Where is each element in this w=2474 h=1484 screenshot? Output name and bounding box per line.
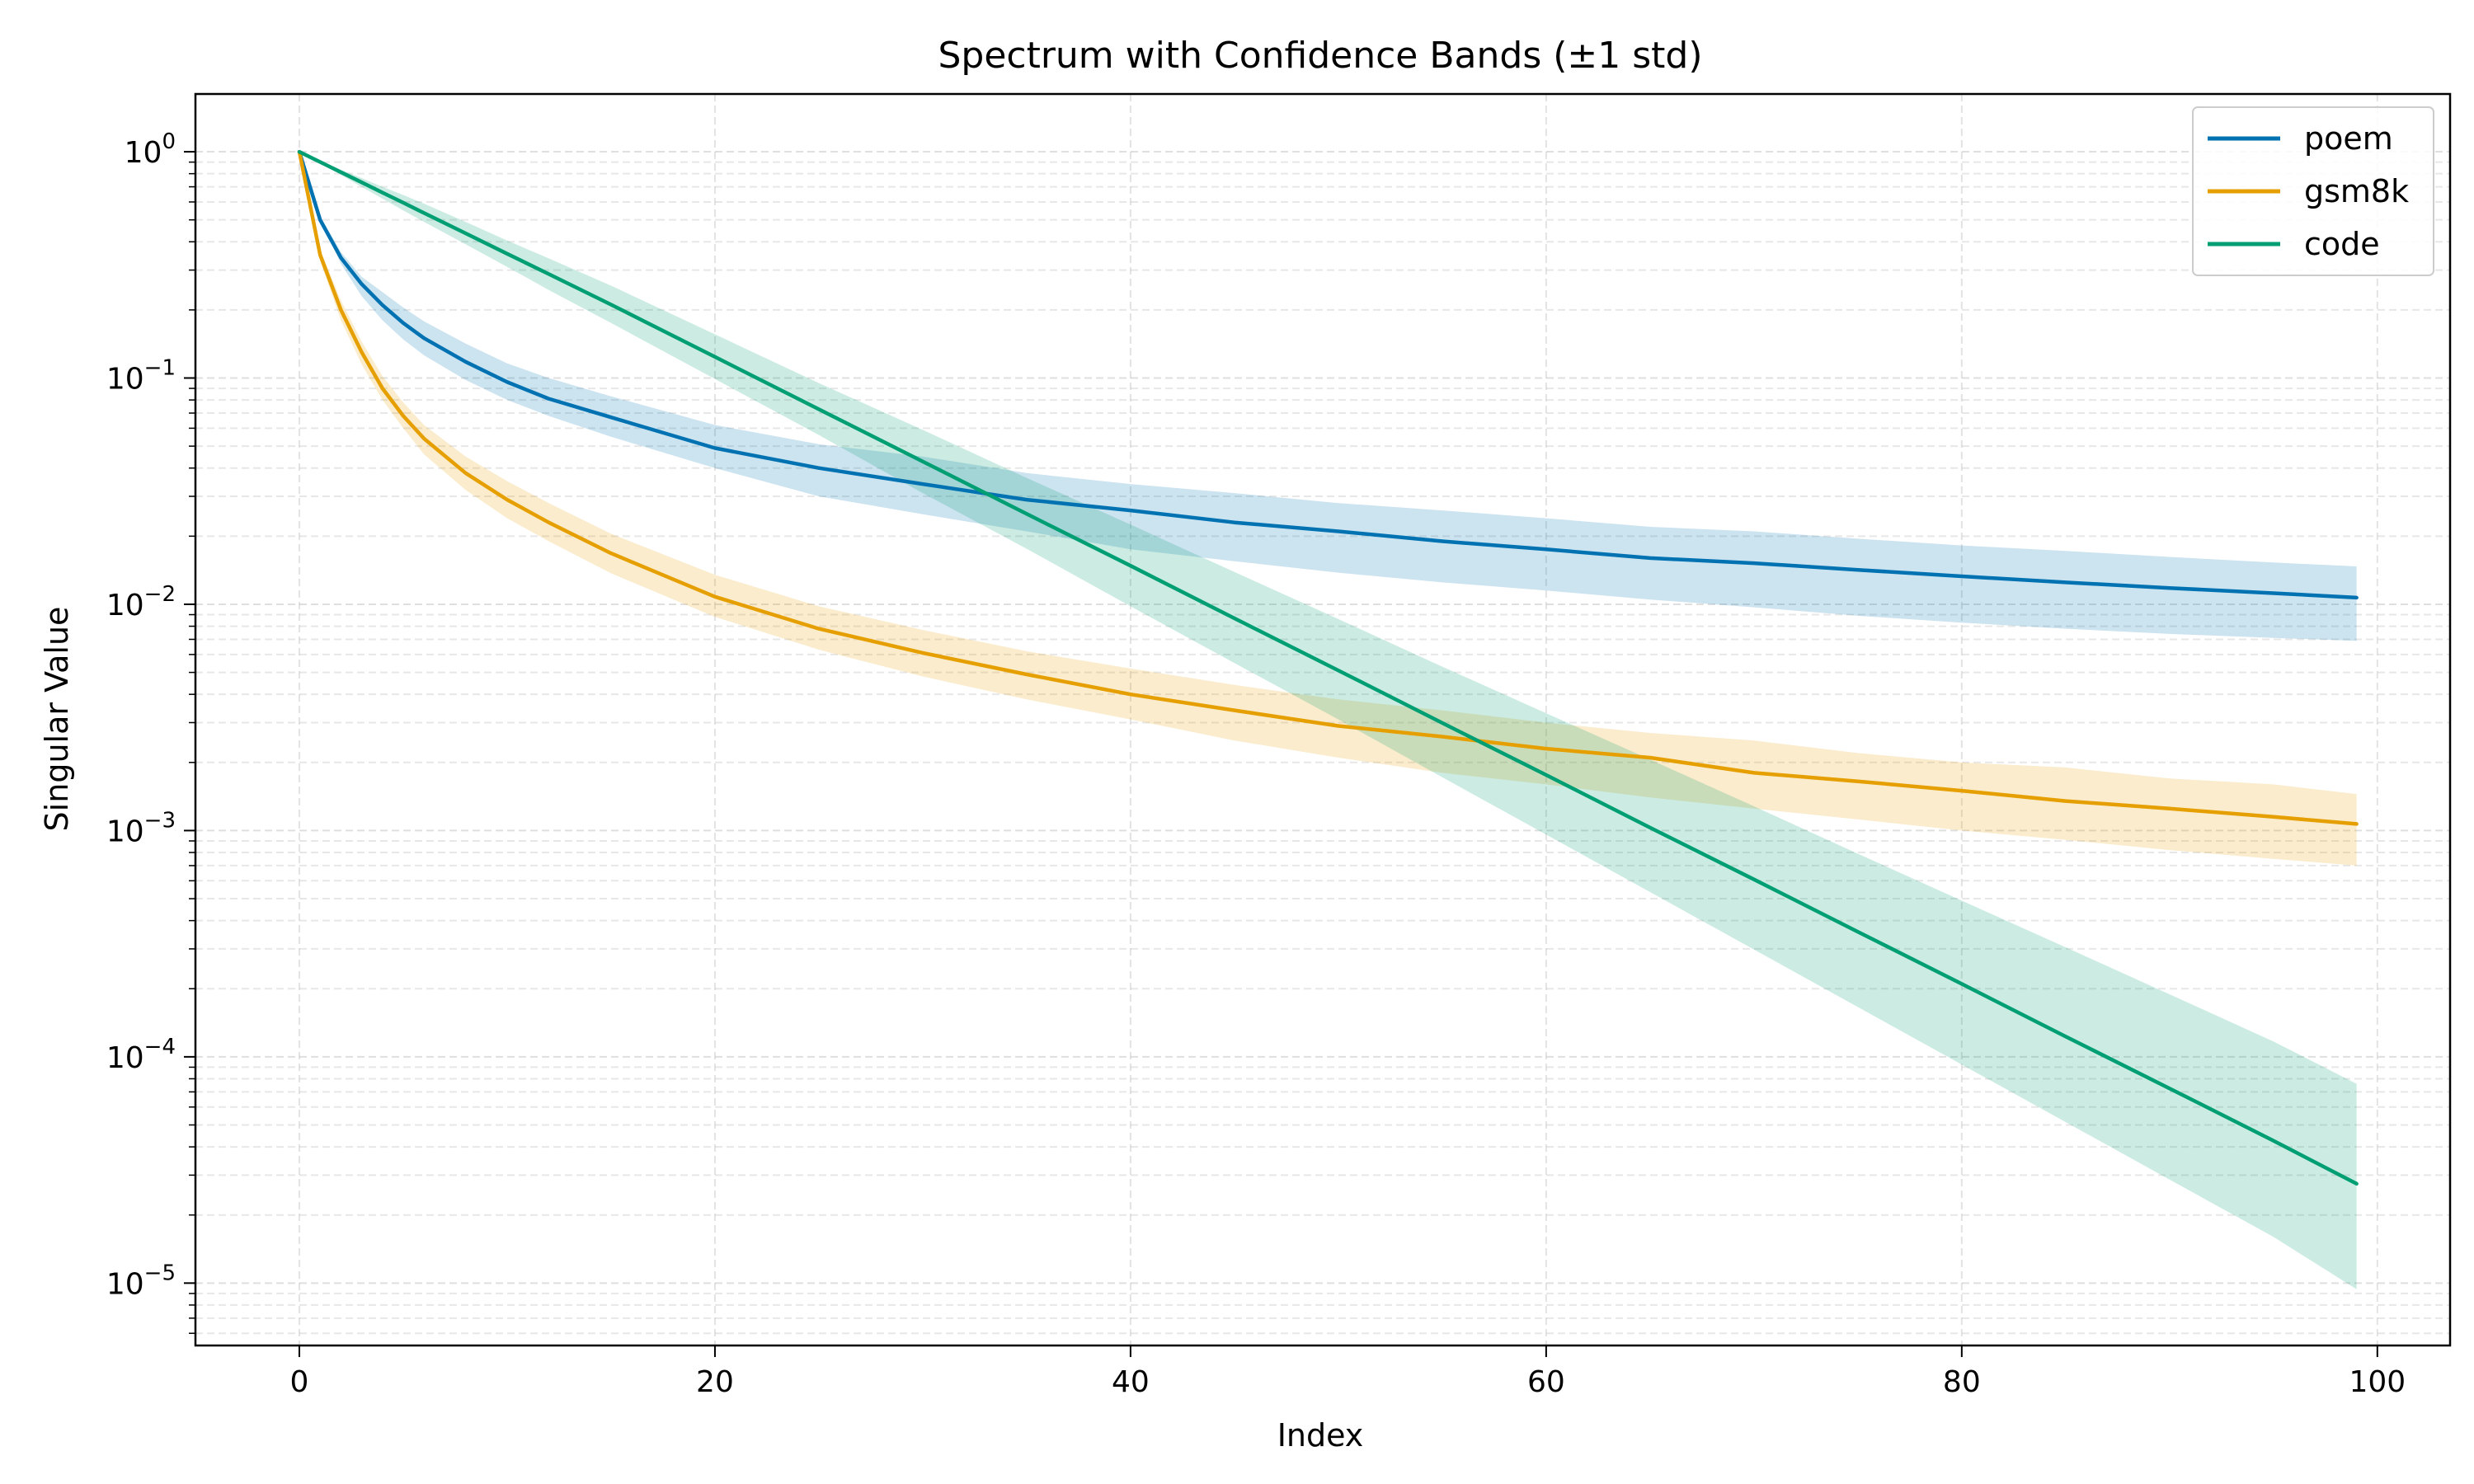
code-series-line	[297, 149, 2359, 1186]
y-tick-label: 10−4	[106, 1035, 176, 1075]
x-tick-label: 100	[2349, 1365, 2406, 1399]
legend-code-label: code	[2304, 226, 2380, 262]
y-tick-label: 10−1	[106, 356, 176, 397]
x-tick-label: 60	[1527, 1365, 1565, 1399]
x-tick-label: 0	[290, 1365, 309, 1399]
y-axis-label: Singular Value	[39, 607, 75, 832]
y-tick-label: 10−3	[106, 808, 176, 848]
series-lines	[297, 149, 2359, 1186]
gsm8k-series-line	[297, 149, 2359, 826]
x-tick-label: 80	[1943, 1365, 1981, 1399]
y-tick-label: 100	[125, 129, 176, 170]
y-tick-label: 10−2	[106, 582, 176, 622]
poem-confidence-band	[299, 152, 2357, 641]
plot-frame	[194, 92, 2452, 1347]
chart-title: Spectrum with Confidence Bands (±1 std)	[938, 35, 1702, 77]
code-confidence-band	[299, 152, 2357, 1289]
poem-series-line	[297, 149, 2359, 600]
grid	[195, 94, 2450, 1345]
legend-gsm8k-label: gsm8k	[2304, 173, 2409, 209]
x-tick-label: 20	[696, 1365, 734, 1399]
x-axis-label: Index	[1277, 1417, 1364, 1453]
x-tick-label: 40	[1112, 1365, 1150, 1399]
legend-poem-label: poem	[2304, 120, 2393, 157]
y-tick-label: 10−5	[106, 1261, 176, 1301]
legend-box	[2192, 106, 2434, 276]
axis-ticks: 0 20 40 60 80 100 100 10−1 10−2 10−3 10−4 10−5	[106, 129, 2406, 1399]
legend: poem gsm8k code	[2192, 106, 2434, 276]
